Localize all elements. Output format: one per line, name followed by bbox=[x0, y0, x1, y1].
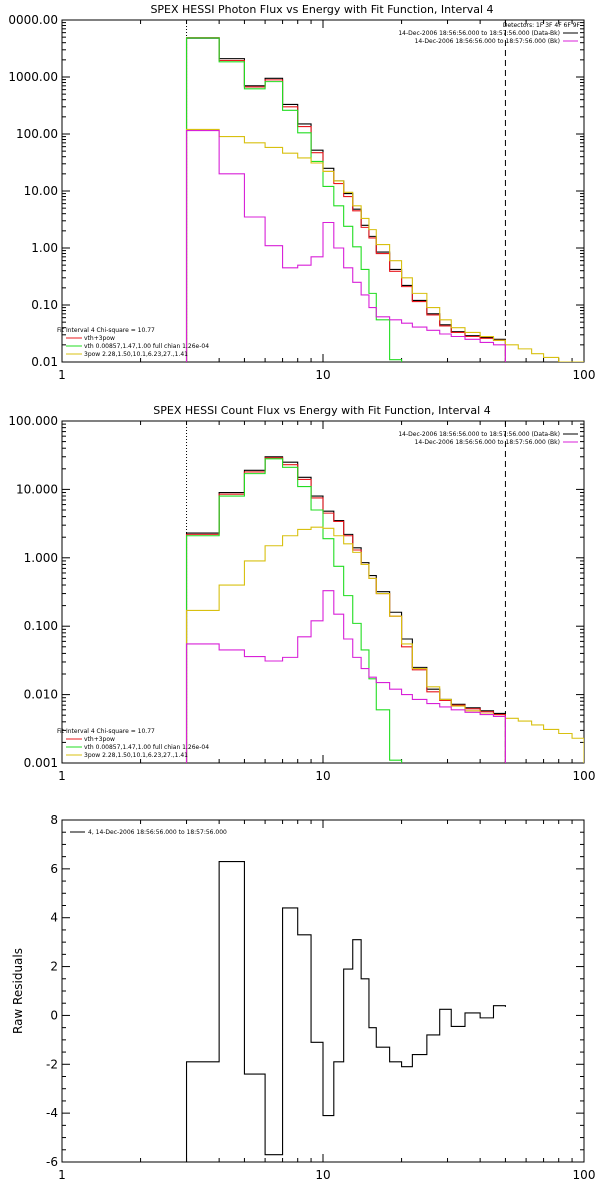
count-flux-plot: 1 10 100 0.001 0.010 0.100 1.000 10.000 100.000 bbox=[8, 414, 595, 783]
photon-flux-panel: SPEX HESSI Photon Flux vs Energy with Fi… bbox=[8, 3, 595, 382]
x-tick-label: 10 bbox=[315, 1168, 330, 1182]
y-tick-label: -6 bbox=[46, 1155, 58, 1169]
count-flux-panel: SPEX HESSI Count Flux vs Energy with Fit… bbox=[8, 404, 595, 783]
x-tick-label: 1 bbox=[58, 368, 66, 382]
y-tick-label: 100.000 bbox=[8, 414, 58, 428]
y-tick-label: 8 bbox=[50, 813, 58, 827]
legend-bk: 14-Dec-2006 18:56:56.000 to 18:57:56.000… bbox=[415, 439, 560, 446]
photon-flux-legend-top-right: Detectors: 1F 3F 4F 6F 9F 14-Dec-2006 18… bbox=[398, 22, 580, 45]
x-tick-label: 1 bbox=[58, 1168, 66, 1182]
series-vth-3pow bbox=[185, 37, 506, 362]
series-14-dec-2006-18-56-56-000-to-18-57-56-000-data-bk bbox=[185, 456, 506, 763]
count-flux-legend-top-right: 14-Dec-2006 18:56:56.000 to 18:57:56.000… bbox=[398, 431, 578, 446]
series-3pow bbox=[185, 128, 584, 362]
y-tick-label: 0.001 bbox=[24, 756, 58, 770]
legend-fit-interval: Fit Interval 4 Chi-square = 10.77 bbox=[57, 327, 155, 334]
y-tick-label: -2 bbox=[46, 1057, 58, 1071]
y-tick-label: -4 bbox=[46, 1106, 58, 1120]
series-3pow bbox=[185, 526, 584, 763]
legend-vth: vth 0.00857,1.47,1.00 full chian 1.26e-0… bbox=[84, 343, 209, 350]
legend-vth: vth 0.00857,1.47,1.00 full chian 1.26e-0… bbox=[84, 744, 209, 751]
residuals-panel: Raw Residuals 1 10 100 -6 -4 -2 0 2 4 6 8 4, 14-De… bbox=[11, 813, 595, 1182]
series-vth-3pow bbox=[185, 457, 506, 763]
y-tick-label: 10.00 bbox=[24, 184, 58, 198]
legend-3pow: 3pow 2.28,1.50,10.1,6.23,27.,1.41 bbox=[84, 351, 188, 358]
series-vth bbox=[185, 37, 403, 362]
y-tick-label: 0.10 bbox=[31, 298, 58, 312]
y-tick-label: 0000.00 bbox=[8, 13, 58, 27]
series-vth bbox=[185, 458, 403, 763]
y-tick-label: 0.010 bbox=[24, 688, 58, 702]
x-tick-label: 1 bbox=[58, 769, 66, 783]
y-tick-label: 0.100 bbox=[24, 619, 58, 633]
photon-flux-plot: 1 10 100 0.01 0.10 1.00 10.00 100.00 1000.00 0000… bbox=[8, 13, 595, 382]
x-tick-label: 100 bbox=[573, 368, 596, 382]
y-tick-label: 6 bbox=[50, 862, 58, 876]
y-tick-label: 10.000 bbox=[16, 482, 58, 496]
legend-data-bk: 14-Dec-2006 18:56:56.000 to 18:57:56.000… bbox=[398, 431, 560, 438]
series-4-14-dec-2006-18-56-56-000-to-18-57-56-000 bbox=[185, 860, 506, 1162]
y-tick-label: 1.000 bbox=[24, 551, 58, 565]
legend-data-bk: 14-Dec-2006 18:56:56.000 to 18:57:56.000… bbox=[398, 30, 560, 37]
x-tick-label: 100 bbox=[573, 769, 596, 783]
photon-flux-legend-bottom-left: Fit Interval 4 Chi-square = 10.77 vth+3p… bbox=[57, 327, 209, 358]
residuals-plot: 1 10 100 -6 -4 -2 0 2 4 6 8 bbox=[46, 813, 595, 1182]
legend-bk: 14-Dec-2006 18:56:56.000 to 18:57:56.000… bbox=[415, 38, 560, 45]
x-tick-label: 10 bbox=[315, 769, 330, 783]
count-flux-legend-bottom-left: Fit Interval 4 Chi-square = 10.77 vth+3p… bbox=[57, 728, 209, 759]
residuals-legend: 4, 14-Dec-2006 18:56:56.000 to 18:57:56.… bbox=[70, 829, 227, 836]
legend-3pow: 3pow 2.28,1.50,10.1,6.23,27.,1.41 bbox=[84, 752, 188, 759]
legend-model: vth+3pow bbox=[84, 335, 115, 342]
y-tick-label: 1.00 bbox=[31, 241, 58, 255]
y-tick-label: 4 bbox=[50, 911, 58, 925]
x-tick-label: 10 bbox=[315, 368, 330, 382]
legend-fit-interval: Fit Interval 4 Chi-square = 10.77 bbox=[57, 728, 155, 735]
series-14-dec-2006-18-56-56-000-to-18-57-56-000-bk bbox=[185, 129, 506, 362]
series-14-dec-2006-18-56-56-000-to-18-57-56-000-data-bk bbox=[185, 37, 506, 362]
y-tick-label: 2 bbox=[50, 960, 58, 974]
series-14-dec-2006-18-56-56-000-to-18-57-56-000-bk bbox=[185, 590, 506, 763]
y-tick-label: 0.01 bbox=[31, 355, 58, 369]
x-tick-label: 100 bbox=[573, 1168, 596, 1182]
legend-detectors: Detectors: 1F 3F 4F 6F 9F bbox=[503, 22, 581, 29]
legend-model: vth+3pow bbox=[84, 736, 115, 743]
y-tick-label: 1000.00 bbox=[8, 70, 58, 84]
y-tick-label: 100.00 bbox=[16, 127, 58, 141]
legend-residuals: 4, 14-Dec-2006 18:56:56.000 to 18:57:56.… bbox=[88, 829, 227, 836]
y-tick-label: 0 bbox=[50, 1008, 58, 1022]
count-flux-title: SPEX HESSI Count Flux vs Energy with Fit… bbox=[153, 404, 490, 417]
residuals-ylabel: Raw Residuals bbox=[11, 948, 25, 1034]
photon-flux-title: SPEX HESSI Photon Flux vs Energy with Fi… bbox=[150, 3, 493, 16]
